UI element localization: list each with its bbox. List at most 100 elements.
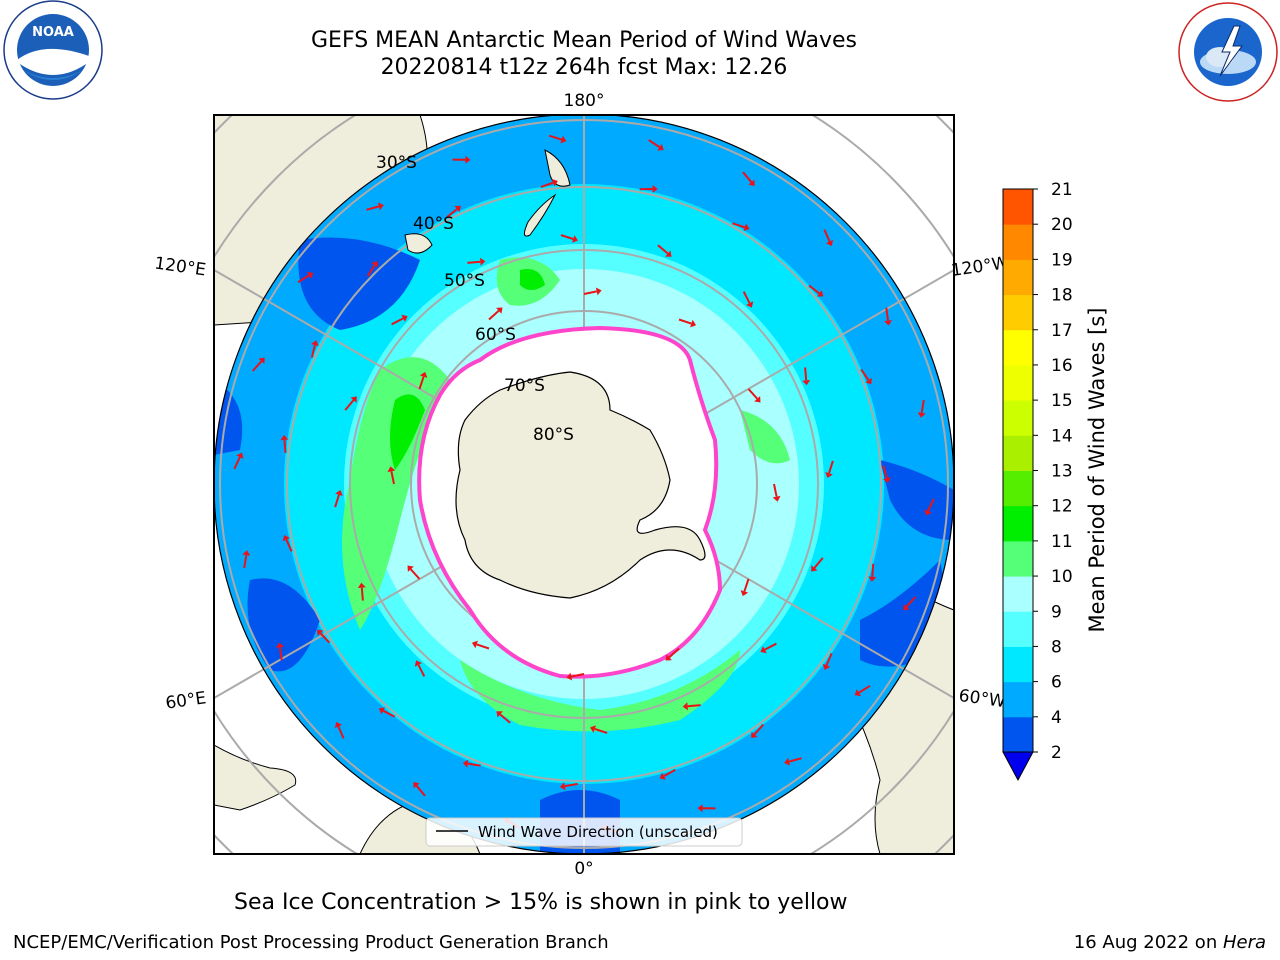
lon-label-120w: 120°W (950, 253, 1010, 281)
wind-wave-arrow-head (350, 396, 357, 403)
wind-wave-arrow-head (551, 179, 558, 187)
colorbar-extend-arrow (1002, 751, 1034, 782)
map-frame (213, 114, 955, 855)
wind-wave-arrow-shaft (366, 205, 380, 211)
wind-wave-arrow-shaft (885, 307, 889, 321)
wind-wave-arrow-head (822, 663, 831, 670)
colorbar: 2 4 6 8 9 10 11 12 13 14 15 16 17 18 19 20 21 (1002, 180, 1073, 782)
wind-wave-arrow-head (746, 301, 754, 308)
colorbar-segment (1003, 470, 1033, 507)
wind-wave-arrow-shaft (764, 642, 777, 651)
footer-credit: NCEP/EMC/Verification Post Processing Pr… (13, 932, 609, 953)
wind-wave-arrow-head (419, 371, 428, 378)
wind-wave-arrow-head (659, 772, 666, 780)
wind-wave-arrow-head (471, 640, 478, 649)
wind-wave-arrow-head (377, 202, 384, 211)
wind-wave-arrow-head (868, 576, 877, 582)
lon-label-60w: 60°W (957, 686, 1006, 712)
lat-label-30s: 30°S (376, 153, 417, 173)
colorbar-segment (1003, 611, 1033, 647)
map-legend: Wind Wave Direction (unscaled) (425, 817, 743, 847)
sea-ice-caption: Sea Ice Concentration > 15% is shown in … (234, 890, 848, 915)
wind-wave-arrow-head (317, 629, 324, 636)
colorbar-segment (1003, 646, 1033, 683)
wind-wave-arrow-head (924, 509, 932, 516)
colorbar-tick-label: 19 (1051, 250, 1073, 270)
wind-wave-arrow-head (884, 320, 892, 326)
wind-wave-arrow-head (496, 711, 503, 718)
wind-wave-arrow-shaft (285, 539, 293, 552)
africa-landmass (214, 744, 297, 811)
wind-wave-arrow-head (334, 721, 342, 729)
wind-wave-arrow-shaft (882, 465, 888, 479)
wind-wave-arrow-shaft (905, 596, 917, 608)
wind-wave-arrow-shaft (499, 713, 511, 724)
wind-wave-arrow-shaft (233, 456, 241, 470)
wind-wave-arrow-shaft (251, 360, 263, 372)
wind-wave-arrow-head (682, 702, 688, 711)
wind-wave-arrow-head (280, 435, 289, 441)
colorbar-segment (1003, 329, 1033, 366)
wind-wave-arrow-shaft (418, 376, 425, 390)
wind-wave-arrow-shaft (391, 317, 404, 326)
wind-wave-arrow-head (480, 257, 486, 266)
colorbar-segment (1003, 681, 1033, 718)
wind-wave-arrow-shaft (467, 762, 481, 767)
colorbar-tick-label: 21 (1051, 180, 1073, 200)
colorbar-tick-label: 6 (1051, 673, 1062, 693)
wind-wave-arrow-shaft (560, 234, 574, 240)
lat-label-40s: 40°S (413, 214, 454, 234)
wind-wave-arrow-head (311, 340, 319, 346)
wind-wave-arrow-head (697, 804, 703, 813)
wind-wave-arrow-shaft (564, 782, 578, 788)
wind-wave-arrow-head (595, 287, 602, 296)
wind-wave-arrow-head (748, 179, 755, 186)
wind-wave-arrow-shaft (283, 439, 287, 453)
colorbar-segment (1003, 435, 1033, 471)
wind-wave-arrow-shaft (871, 563, 875, 577)
wind-wave-arrow-shaft (804, 367, 808, 381)
wind-wave-arrow-head (258, 357, 265, 364)
lon-label-0: 0° (574, 859, 593, 879)
wind-wave-arrow-shaft (825, 653, 833, 666)
wind-wave-arrow-head (825, 472, 833, 478)
wind-wave-arrow-shaft (446, 208, 458, 218)
lon-label-60e: 60°E (164, 688, 207, 713)
lat-label-50s: 50°S (444, 271, 485, 291)
wind-wave-arrow-shaft (571, 673, 585, 678)
wind-wave-arrow-head (784, 757, 791, 766)
footer-date: 16 Aug 2022 on Hera (1074, 932, 1266, 953)
chart-title: GEFS MEAN Antarctic Mean Period of Wind … (311, 28, 857, 53)
colorbar-title: Mean Period of Wind Waves [s] (1085, 307, 1109, 633)
wind-wave-arrow-shaft (548, 134, 562, 141)
colorbar-segment (1003, 505, 1033, 542)
wind-wave-arrow-shaft (788, 757, 802, 763)
wind-wave-arrow-shaft (860, 368, 870, 381)
wind-wave-arrow-head (754, 396, 761, 403)
wind-wave-arrow-shaft (476, 643, 490, 650)
colorbar-segment (1003, 716, 1033, 753)
wind-wave-arrow-head (665, 654, 672, 661)
wind-wave-arrow-head (652, 185, 658, 193)
wind-wave-arrow-shaft (753, 723, 764, 735)
wind-wave-arrow-head (826, 239, 834, 247)
colorbar-tick-label: 14 (1051, 426, 1073, 446)
wind-wave-arrow-head (572, 235, 578, 243)
wind-wave-arrow-head (282, 535, 290, 542)
wind-wave-arrow-shaft (594, 728, 608, 734)
wind-wave-arrow-shaft (366, 264, 376, 277)
colorbar-tick-label: 18 (1051, 286, 1073, 306)
wind-wave-arrow-head (882, 477, 891, 483)
noaa-logo-text: NOAA (32, 25, 74, 40)
wind-wave-arrow-head (414, 660, 422, 667)
wind-wave-arrow-head (816, 290, 824, 297)
colorbar-segment (1003, 224, 1033, 260)
wind-wave-arrow-head (335, 490, 343, 496)
wind-wave-arrow-head (802, 380, 811, 386)
wind-wave-arrow-shaft (808, 284, 821, 295)
wind-wave-arrow-shaft (334, 494, 340, 508)
colorbar-segment (1003, 540, 1033, 577)
wind-wave-arrow-shaft (410, 568, 421, 580)
colorbar-tick-label: 11 (1051, 532, 1073, 552)
wind-wave-arrow-head (917, 412, 926, 418)
